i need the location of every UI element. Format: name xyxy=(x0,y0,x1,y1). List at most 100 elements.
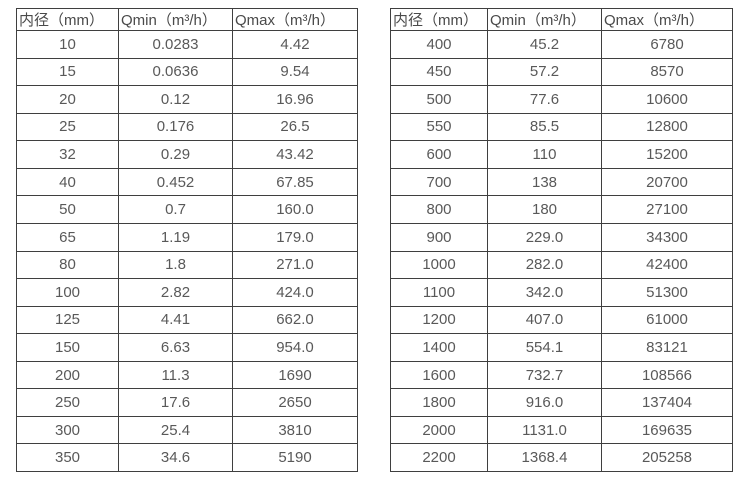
cell: 34300 xyxy=(601,222,733,252)
table-row: 32 0.29 43.42 xyxy=(16,140,358,169)
table-row: 125 4.41 662.0 xyxy=(16,305,358,335)
table-row: 1200 407.0 61000 xyxy=(390,305,733,335)
cell: 5190 xyxy=(232,443,358,472)
cell: 67.85 xyxy=(232,167,358,197)
cell: 180 xyxy=(487,195,602,224)
cell: 16.96 xyxy=(232,85,358,114)
cell: 400 xyxy=(390,30,488,59)
table-row: 40 0.452 67.85 xyxy=(16,167,358,197)
cell: 0.7 xyxy=(118,195,233,224)
table-row: 10 0.0283 4.42 xyxy=(16,30,358,59)
cell: 40 xyxy=(16,167,119,197)
cell: 20 xyxy=(16,85,119,114)
cell: 1100 xyxy=(390,278,488,307)
cell: 10 xyxy=(16,30,119,59)
cell: 57.2 xyxy=(487,57,602,87)
cell: 26.5 xyxy=(232,112,358,142)
cell: 27100 xyxy=(601,195,733,224)
cell: 42400 xyxy=(601,250,733,280)
table-row: 550 85.5 12800 xyxy=(390,112,733,142)
cell: 61000 xyxy=(601,305,733,335)
table-row: 1100 342.0 51300 xyxy=(390,278,733,307)
cell: 11.3 xyxy=(118,360,233,390)
table-row: 900 229.0 34300 xyxy=(390,222,733,252)
table-row: 1800 916.0 137404 xyxy=(390,388,733,417)
cell: 4.41 xyxy=(118,305,233,335)
cell: 4.42 xyxy=(232,30,358,59)
cell: 125 xyxy=(16,305,119,335)
cell: 407.0 xyxy=(487,305,602,335)
cell: 800 xyxy=(390,195,488,224)
cell: 1800 xyxy=(390,388,488,417)
table-row: 700 138 20700 xyxy=(390,167,733,197)
cell: 12800 xyxy=(601,112,733,142)
cell: 150 xyxy=(16,333,119,362)
cell: 9.54 xyxy=(232,57,358,87)
cell: 342.0 xyxy=(487,278,602,307)
table-row: 80 1.8 271.0 xyxy=(16,250,358,280)
cell: 6780 xyxy=(601,30,733,59)
cell: 34.6 xyxy=(118,443,233,472)
cell: 0.0283 xyxy=(118,30,233,59)
cell: 6.63 xyxy=(118,333,233,362)
table-row: 800 180 27100 xyxy=(390,195,733,224)
table-row: 2000 1131.0 169635 xyxy=(390,415,733,445)
cell: 662.0 xyxy=(232,305,358,335)
header-row: 内径（mm） Qmin（m³/h） Qmax（m³/h） xyxy=(16,8,358,31)
cell: 200 xyxy=(16,360,119,390)
cell: 108566 xyxy=(601,360,733,390)
cell: 2000 xyxy=(390,415,488,445)
cell: 424.0 xyxy=(232,278,358,307)
cell: 43.42 xyxy=(232,140,358,169)
cell: 15 xyxy=(16,57,119,87)
cell: 282.0 xyxy=(487,250,602,280)
table-row: 200 11.3 1690 xyxy=(16,360,358,390)
cell: 1200 xyxy=(390,305,488,335)
flow-table-small-diameters: 内径（mm） Qmin（m³/h） Qmax（m³/h） 10 0.0283 4.42 1… xyxy=(16,8,358,472)
table-row: 1400 554.1 83121 xyxy=(390,333,733,362)
cell: 138 xyxy=(487,167,602,197)
table-row: 20 0.12 16.96 xyxy=(16,85,358,114)
column-header: Qmax（m³/h） xyxy=(601,8,733,31)
cell: 350 xyxy=(16,443,119,472)
cell: 77.6 xyxy=(487,85,602,114)
table-row: 300 25.4 3810 xyxy=(16,415,358,445)
cell: 271.0 xyxy=(232,250,358,280)
table-row: 150 6.63 954.0 xyxy=(16,333,358,362)
cell: 900 xyxy=(390,222,488,252)
column-header: Qmax（m³/h） xyxy=(232,8,358,31)
table-row: 1600 732.7 108566 xyxy=(390,360,733,390)
column-header: Qmin（m³/h） xyxy=(118,8,233,31)
cell: 85.5 xyxy=(487,112,602,142)
cell: 0.0636 xyxy=(118,57,233,87)
table-row: 100 2.82 424.0 xyxy=(16,278,358,307)
table-row: 400 45.2 6780 xyxy=(390,30,733,59)
table-row: 65 1.19 179.0 xyxy=(16,222,358,252)
cell: 1368.4 xyxy=(487,443,602,472)
cell: 1.19 xyxy=(118,222,233,252)
cell: 0.452 xyxy=(118,167,233,197)
cell: 954.0 xyxy=(232,333,358,362)
cell: 450 xyxy=(390,57,488,87)
cell: 1.8 xyxy=(118,250,233,280)
cell: 2200 xyxy=(390,443,488,472)
cell: 2.82 xyxy=(118,278,233,307)
cell: 17.6 xyxy=(118,388,233,417)
table-row: 2200 1368.4 205258 xyxy=(390,443,733,472)
cell: 250 xyxy=(16,388,119,417)
table-row: 50 0.7 160.0 xyxy=(16,195,358,224)
cell: 3810 xyxy=(232,415,358,445)
table-row: 500 77.6 10600 xyxy=(390,85,733,114)
cell: 100 xyxy=(16,278,119,307)
cell: 160.0 xyxy=(232,195,358,224)
cell: 1400 xyxy=(390,333,488,362)
cell: 2650 xyxy=(232,388,358,417)
cell: 80 xyxy=(16,250,119,280)
column-header: 内径（mm） xyxy=(16,8,119,31)
cell: 1131.0 xyxy=(487,415,602,445)
cell: 916.0 xyxy=(487,388,602,417)
table-row: 450 57.2 8570 xyxy=(390,57,733,87)
cell: 0.176 xyxy=(118,112,233,142)
cell: 83121 xyxy=(601,333,733,362)
